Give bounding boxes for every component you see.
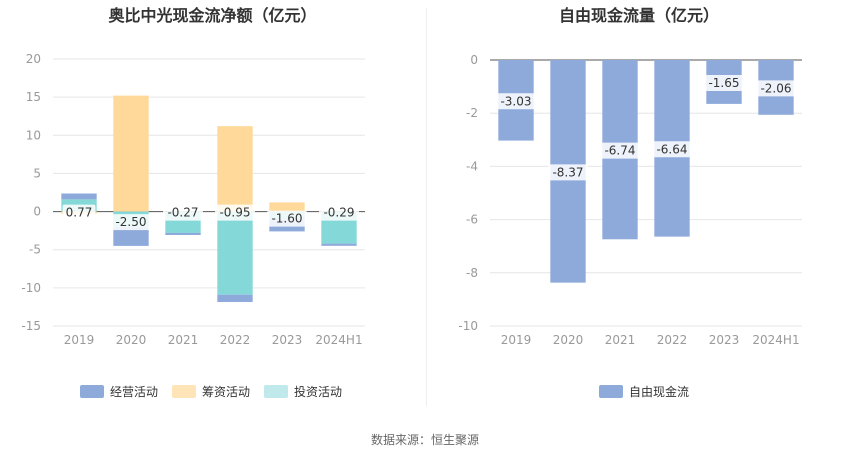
fcf-x-tick-label: 2019 bbox=[501, 333, 532, 347]
cashflow-bar-financing bbox=[269, 202, 305, 212]
cashflow-bar-investing bbox=[217, 211, 253, 295]
legend-item-operating[interactable]: 经营活动 bbox=[80, 383, 158, 400]
cashflow-chart-panel: 奥比中光现金流净额（亿元） 20 15 10 5 0 -5 -10 -15 2019 2020 20… bbox=[0, 0, 425, 420]
cashflow-y-tick-label: -5 bbox=[29, 243, 41, 257]
cashflow-data-label: -0.95 bbox=[219, 206, 250, 220]
cashflow-bar-operating bbox=[113, 226, 149, 246]
data-source-note: 数据来源：恒生聚源 bbox=[370, 433, 479, 447]
cashflow-data-label: -1.60 bbox=[271, 212, 302, 226]
cashflow-y-tick-label: 10 bbox=[26, 128, 41, 142]
fcf-data-label: -1.65 bbox=[708, 76, 739, 90]
cashflow-x-tick-label: 2023 bbox=[272, 333, 303, 347]
cashflow-y-tick-label: -10 bbox=[21, 281, 41, 295]
fcf-data-label-bg bbox=[652, 141, 692, 158]
legend-swatch-fcf bbox=[599, 385, 623, 398]
cashflow-bar-operating bbox=[165, 232, 201, 235]
fcf-x-tick-label: 2020 bbox=[553, 333, 584, 347]
cashflow-data-label: -2.50 bbox=[115, 215, 146, 229]
fcf-y-tick-label: -6 bbox=[466, 213, 478, 227]
legend-item-investing[interactable]: 投资活动 bbox=[264, 383, 342, 400]
fcf-y-tick-label: -8 bbox=[466, 266, 478, 280]
legend-label-financing: 筹资活动 bbox=[202, 385, 251, 399]
cashflow-bar-financing bbox=[217, 126, 253, 212]
fcf-data-label-bg bbox=[756, 80, 796, 97]
fcf-x-tick-label: 2024H1 bbox=[752, 333, 799, 347]
fcf-y-tick-label: -10 bbox=[458, 319, 478, 333]
fcf-data-label: -8.37 bbox=[552, 165, 583, 179]
cashflow-data-label-bg bbox=[62, 204, 96, 221]
cashflow-data-label-bg bbox=[215, 204, 255, 221]
fcf-chart-title: 自由现金流量（亿元） bbox=[558, 6, 719, 25]
cashflow-chart-svg: 20 15 10 5 0 -5 -10 -15 2019 2020 2021 2022 2023 2024… bbox=[21, 52, 365, 347]
fcf-data-label: -6.64 bbox=[656, 142, 687, 156]
legend-label-operating: 经营活动 bbox=[110, 385, 159, 399]
cashflow-legend: 经营活动 筹资活动 投资活动 bbox=[80, 383, 356, 400]
fcf-x-tick-label: 2021 bbox=[605, 333, 636, 347]
legend-swatch-investing bbox=[264, 385, 289, 398]
cashflow-data-label-bg bbox=[111, 214, 151, 231]
fcf-x-tick-label: 2022 bbox=[657, 333, 688, 347]
fcf-y-tick-label: -4 bbox=[466, 159, 478, 173]
cashflow-bar-operating bbox=[217, 294, 253, 302]
fcf-data-label: -6.74 bbox=[604, 144, 635, 158]
legend-swatch-financing bbox=[172, 385, 197, 398]
cashflow-x-tick-label: 2019 bbox=[64, 333, 95, 347]
cashflow-x-tick-label: 2021 bbox=[168, 333, 199, 347]
fcf-data-label: -2.06 bbox=[760, 81, 791, 95]
cashflow-chart-title: 奥比中光现金流净额（亿元） bbox=[108, 6, 317, 25]
cashflow-data-label-bg bbox=[163, 204, 203, 221]
legend-item-financing[interactable]: 筹资活动 bbox=[172, 383, 250, 400]
legend-label-investing: 投资活动 bbox=[294, 385, 343, 399]
legend-label-fcf: 自由现金流 bbox=[629, 385, 690, 399]
legend-swatch-operating bbox=[80, 385, 104, 398]
cashflow-x-tick-label: 2024H1 bbox=[315, 333, 362, 347]
cashflow-y-tick-label: 5 bbox=[33, 166, 41, 180]
fcf-legend: 自由现金流 bbox=[599, 383, 703, 400]
cashflow-bar-operating bbox=[321, 243, 357, 246]
fcf-data-label-bg bbox=[496, 93, 536, 110]
cashflow-x-tick-label: 2020 bbox=[116, 333, 147, 347]
cashflow-data-label-bg bbox=[319, 204, 359, 221]
legend-item-fcf[interactable]: 自由现金流 bbox=[599, 383, 689, 400]
cashflow-y-tick-label: 20 bbox=[26, 52, 41, 66]
cashflow-data-label-bg bbox=[267, 210, 307, 227]
fcf-data-label-bg bbox=[600, 142, 640, 159]
cashflow-y-tick-label: 0 bbox=[33, 205, 41, 219]
fcf-y-tick-label: -2 bbox=[466, 106, 478, 120]
fcf-data-label-bg bbox=[704, 74, 744, 91]
fcf-y-tick-label: 0 bbox=[470, 53, 478, 67]
fcf-chart-svg: 0 -2 -4 -6 -8 -10 2019 2020 2021 2022 2023 2024H1 -3… bbox=[458, 53, 802, 347]
cashflow-y-tick-label: 15 bbox=[26, 90, 41, 104]
cashflow-y-tick-label: -15 bbox=[21, 319, 41, 333]
fcf-data-label-bg bbox=[548, 164, 588, 181]
fcf-data-label: -3.03 bbox=[500, 94, 531, 108]
cashflow-x-tick-label: 2022 bbox=[220, 333, 251, 347]
panel-divider bbox=[426, 8, 427, 406]
cashflow-bar-operating bbox=[61, 193, 97, 200]
cashflow-bar-financing bbox=[113, 95, 149, 212]
fcf-x-tick-label: 2023 bbox=[709, 333, 740, 347]
fcf-chart-panel: 自由现金流量（亿元） 0 -2 -4 -6 -8 -10 2019 2020 2021 2022 2… bbox=[428, 0, 850, 420]
cashflow-data-label: 0.77 bbox=[66, 206, 93, 220]
cashflow-data-label: -0.29 bbox=[323, 206, 354, 220]
cashflow-data-label: -0.27 bbox=[167, 206, 198, 220]
